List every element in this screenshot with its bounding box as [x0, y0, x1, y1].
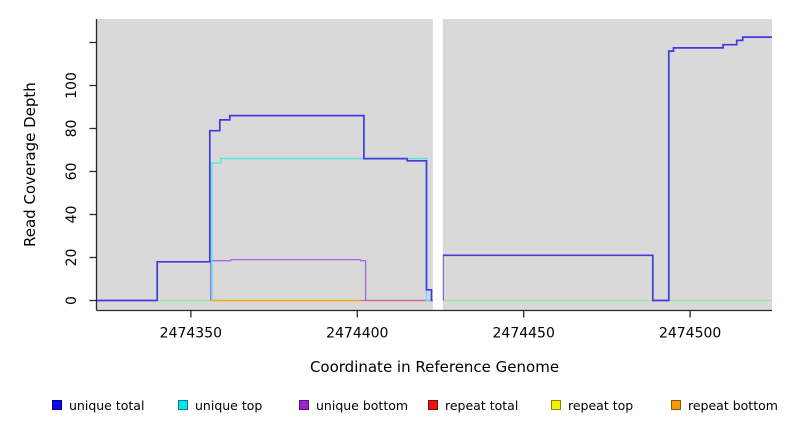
legend-swatch-unique-bottom	[299, 400, 309, 410]
legend-label-repeat-bottom: repeat bottom	[688, 397, 778, 413]
series-line-unique-total-2	[441, 36, 772, 302]
y-tick-label-60: 60	[64, 163, 80, 181]
legend: unique total unique top unique bottom repea…	[0, 396, 792, 418]
y-tick-label-40: 40	[64, 206, 80, 224]
y-tick-label-100: 100	[64, 72, 80, 99]
legend-swatch-unique-top	[178, 400, 188, 410]
legend-item-unique-total: unique total	[52, 396, 144, 414]
x-axis-title: Coordinate in Reference Genome	[309, 358, 560, 376]
legend-label-unique-top: unique top	[195, 397, 263, 413]
y-tick-label-20: 20	[64, 249, 80, 267]
legend-swatch-repeat-bottom	[671, 400, 681, 410]
legend-item-unique-top: unique top	[178, 396, 262, 414]
series-line-unique-total-1	[97, 114, 433, 302]
y-axis-title: Read Coverage Depth	[21, 82, 39, 247]
x-tick-label-2474450: 2474450	[493, 326, 555, 342]
series-line-unique-top	[211, 157, 433, 302]
legend-swatch-repeat-top	[551, 400, 561, 410]
x-tick-label-2474500: 2474500	[659, 326, 721, 342]
legend-item-repeat-total: repeat total	[428, 396, 518, 414]
legend-label-repeat-top: repeat top	[568, 397, 634, 413]
legend-label-unique-total: unique total	[69, 397, 145, 413]
legend-label-unique-bottom: unique bottom	[316, 397, 409, 413]
y-tick-label-0: 0	[64, 296, 80, 305]
series-line-unique-bottom	[210, 258, 433, 302]
legend-item-repeat-top: repeat top	[551, 396, 633, 414]
legend-item-unique-bottom: unique bottom	[299, 396, 408, 414]
legend-label-repeat-total: repeat total	[445, 397, 519, 413]
legend-swatch-repeat-total	[428, 400, 438, 410]
x-tick-label-2474400: 2474400	[326, 326, 388, 342]
x-tick-label-2474350: 2474350	[160, 326, 222, 342]
y-tick-label-80: 80	[64, 120, 80, 138]
coverage-gap	[432, 19, 443, 310]
legend-swatch-unique-total	[52, 400, 62, 410]
legend-item-repeat-bottom: repeat bottom	[671, 396, 778, 414]
